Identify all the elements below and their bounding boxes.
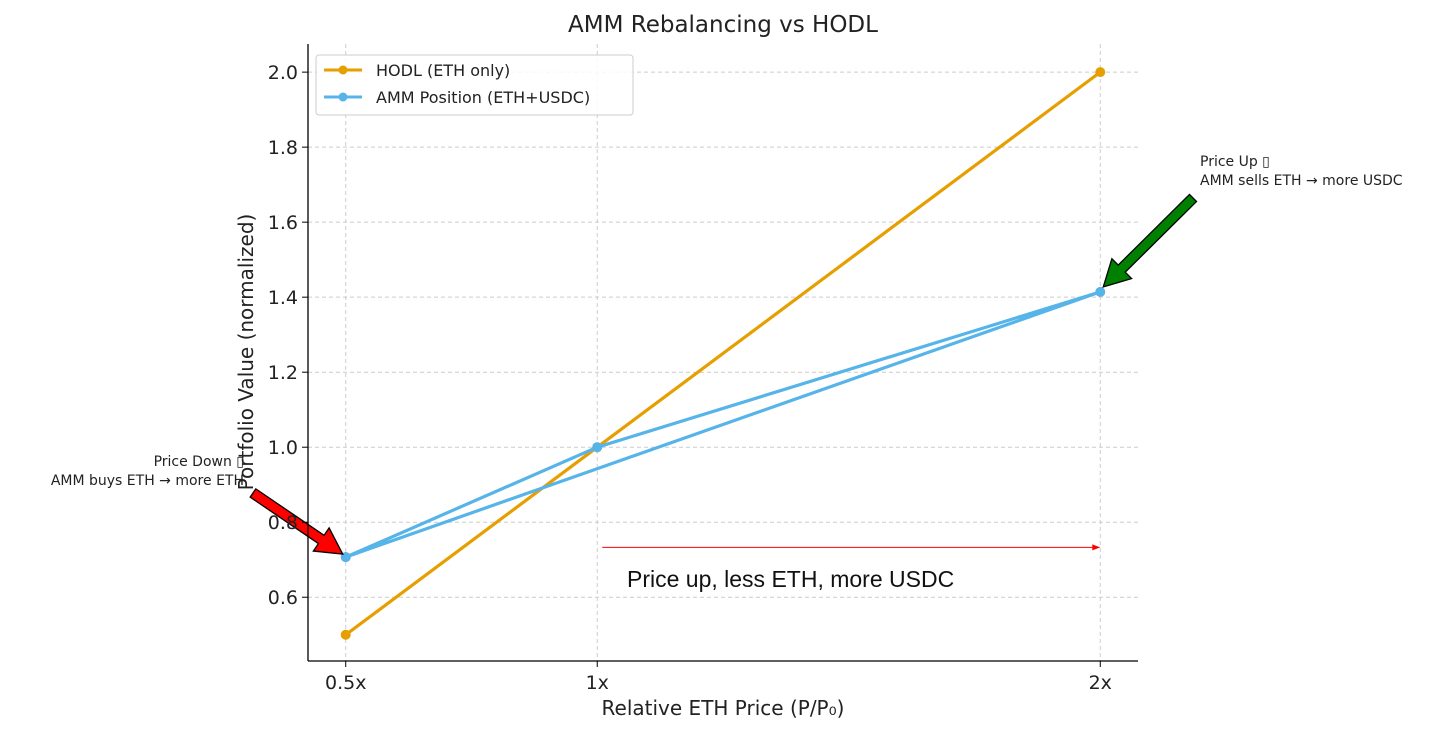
series-line-1: [345, 290, 1102, 559]
y-tick-label: 1.6: [268, 212, 298, 234]
green-arrow-price-up: [1102, 193, 1198, 288]
y-tick-label: 1.2: [268, 362, 298, 384]
y-tick-label: 1.8: [268, 137, 298, 159]
legend-box: [315, 54, 634, 116]
annotation-price-up-less-eth: Price up, less ETH, more USDC: [627, 566, 954, 592]
annotation-price-down-line2: AMM buys ETH → more ETH: [51, 473, 244, 489]
legend-hodl-label: HODL (ETH only): [376, 61, 510, 80]
x-axis-label: Relative ETH Price (P/P₀): [602, 696, 845, 720]
data-point: [340, 629, 351, 640]
y-tick-label: 1.4: [268, 287, 298, 309]
y-axis-label: Portfolio Value (normalized): [234, 214, 258, 491]
ticks: 0.6 0.8 1.0 1.2 1.4 1.6 1.8 2.0 0.5x 1x 2x: [268, 62, 1112, 694]
annotation-price-up-line1: Price Up ▯: [1200, 154, 1270, 170]
legend-hodl-marker: [338, 65, 348, 75]
series-layer: [340, 67, 1106, 640]
legend-amm-label: AMM Position (ETH+USDC): [376, 88, 590, 107]
legend-amm-marker: [338, 92, 348, 102]
legend: HODL (ETH only) AMM Position (ETH+USDC): [315, 54, 634, 116]
x-tick-label: 1x: [586, 672, 609, 694]
chart-title: AMM Rebalancing vs HODL: [568, 12, 878, 38]
x-tick-label: 0.5x: [325, 672, 366, 694]
x-tick-label: 2x: [1089, 672, 1112, 694]
data-point: [592, 442, 603, 453]
data-point: [1095, 286, 1106, 297]
series-line-0: [344, 70, 1102, 637]
y-tick-label: 0.8: [268, 512, 298, 534]
annotation-price-up-line2: AMM sells ETH → more USDC: [1200, 173, 1403, 189]
y-tick-label: 0.6: [268, 587, 298, 609]
red-line-arrow-head: [1092, 544, 1101, 551]
annotation-price-down-line1: Price Down ▯: [154, 454, 244, 470]
red-arrow-price-down: [249, 487, 344, 555]
annotation-arrows: [249, 193, 1198, 555]
y-tick-label: 1.0: [268, 437, 298, 459]
y-tick-label: 2.0: [268, 62, 298, 84]
data-point: [1095, 67, 1106, 78]
